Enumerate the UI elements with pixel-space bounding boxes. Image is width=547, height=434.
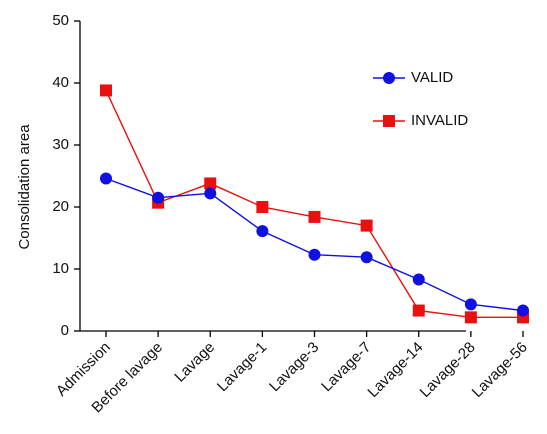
data-point-valid [308, 248, 321, 261]
x-tick-label: Lavage [171, 339, 218, 386]
y-axis: 0 10 20 30 40 50 [52, 12, 81, 339]
data-point-valid [256, 225, 269, 238]
data-point-invalid [204, 177, 217, 190]
y-tick-label: 10 [52, 260, 69, 277]
x-tick-label: Lavage-28 [417, 339, 479, 401]
data-point-invalid [464, 311, 477, 324]
data-point-valid [152, 191, 165, 204]
data-point-invalid [308, 210, 321, 223]
data-point-invalid [256, 201, 269, 213]
series-layer [100, 84, 529, 324]
data-point-invalid [412, 304, 425, 317]
data-point-valid [100, 172, 112, 185]
legend-item-invalid: INVALID [373, 112, 468, 129]
legend-marker-circle [383, 72, 395, 84]
legend-label: VALID [411, 69, 453, 86]
legend-item-valid: VALID [373, 69, 453, 86]
data-point-valid [464, 298, 477, 311]
x-tick-label: Lavage-3 [266, 339, 322, 395]
y-tick-label: 0 [61, 322, 69, 339]
x-tick-label: Lavage-1 [214, 339, 270, 395]
y-tick-label: 30 [52, 136, 69, 153]
data-point-invalid [100, 84, 112, 97]
data-point-valid [517, 304, 529, 317]
series-valid [100, 172, 529, 317]
legend-label: INVALID [411, 112, 468, 129]
y-tick-label: 40 [52, 74, 69, 91]
legend-marker-square [383, 115, 395, 127]
data-point-valid [412, 273, 425, 286]
x-tick-label: Lavage-14 [364, 339, 426, 401]
y-tick-label: 20 [52, 198, 69, 215]
legend: VALID INVALID [373, 69, 468, 129]
data-point-invalid [360, 219, 373, 232]
data-point-valid [360, 251, 373, 264]
y-axis-title: Consolidation area [16, 124, 33, 250]
y-tick-label: 50 [52, 12, 69, 29]
data-point-valid [204, 187, 217, 200]
x-tick-label: Lavage-56 [469, 339, 531, 401]
